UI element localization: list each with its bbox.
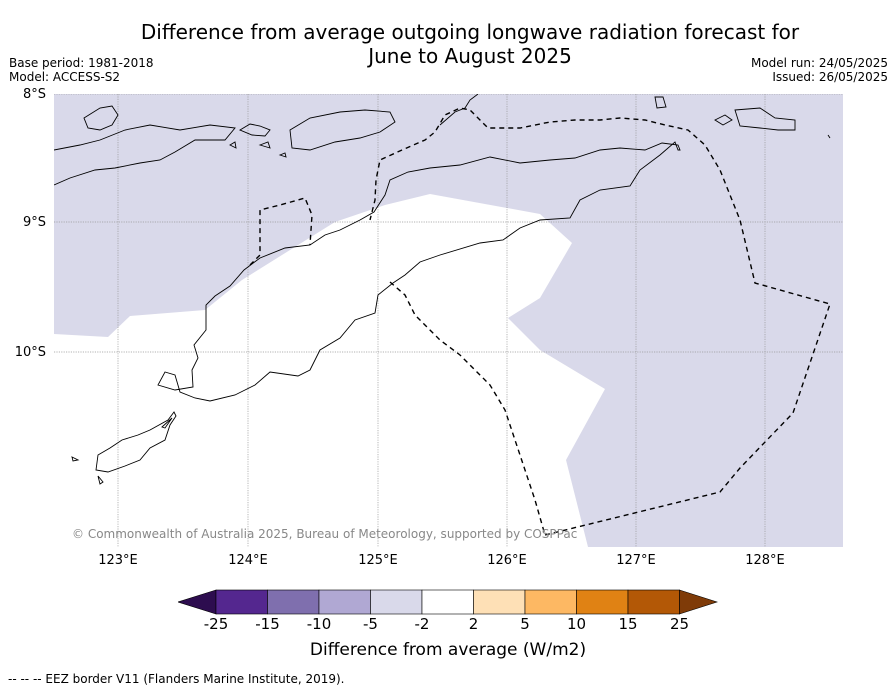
lat-label-8s: 8°S [22, 87, 46, 102]
lon-label-124e: 124°E [228, 553, 268, 568]
page-title: Difference from average outgoing longwav… [0, 20, 896, 68]
colorbar-segment-7 [524, 589, 577, 615]
colorbar-tick: -10 [306, 615, 332, 633]
colorbar-tick: 10 [566, 615, 587, 633]
colorbar-tick: 5 [520, 615, 530, 633]
colorbar-tick: -25 [203, 615, 229, 633]
coastlines [54, 94, 831, 485]
colorbar-tick: 2 [468, 615, 479, 633]
lon-label-123e: 123°E [98, 553, 138, 568]
lat-label-9s: 9°S [22, 215, 46, 230]
coast-timor [157, 141, 681, 402]
colorbar-segment-8 [576, 589, 629, 615]
map-svg [54, 94, 843, 547]
colorbar-tick: 25 [669, 615, 690, 633]
eez-main [369, 107, 831, 536]
lon-label-127e: 127°E [616, 553, 656, 568]
coast-rote [95, 411, 177, 473]
colorbar-segment-5 [421, 589, 474, 615]
colorbar [178, 589, 718, 615]
graticule [54, 94, 843, 547]
lon-label-126e: 126°E [487, 553, 527, 568]
colorbar-segment-1 [215, 589, 268, 615]
colorbar-tick: 15 [618, 615, 638, 633]
colorbar-tick: -2 [414, 615, 430, 633]
colorbar-extend-min [178, 589, 217, 615]
title-line-2: June to August 2025 [368, 44, 572, 68]
coast-flores [54, 124, 236, 186]
colorbar-label: Difference from average (W/m2) [309, 640, 587, 660]
colorbar-segment-4 [370, 589, 423, 615]
colorbar-segment-2 [267, 589, 320, 615]
lon-label-125e: 125°E [358, 553, 398, 568]
colorbar-segment-6 [473, 589, 526, 615]
model-run: Model run: 24/05/2025 [750, 56, 888, 70]
model-name: Model: ACCESS-S2 [9, 70, 121, 84]
issued-date: Issued: 26/05/2025 [772, 70, 888, 84]
colorbar-tick: -15 [255, 615, 280, 633]
lat-label-10s: 10°S [14, 345, 46, 360]
eez-east-timor [389, 281, 546, 536]
colorbar-extend-max [679, 589, 718, 615]
meta-left: Base period: 1981-2018 Model: ACCESS-S2 [9, 56, 154, 84]
lon-label-128e: 128°E [745, 553, 785, 568]
eez-footnote: -- -- -- EEZ border V11 (Flanders Marine… [8, 672, 345, 686]
title-line-1: Difference from average outgoing longwav… [140, 20, 800, 44]
map-panel [54, 94, 843, 547]
copyright-notice: © Commonwealth of Australia 2025, Bureau… [72, 527, 578, 541]
eez-border [249, 107, 831, 536]
meta-right: Model run: 24/05/2025 Issued: 26/05/2025 [751, 56, 888, 84]
neutral-anomaly-region [54, 194, 605, 547]
colorbar-segment-3 [318, 589, 371, 615]
colorbar-segment-9 [627, 589, 680, 615]
colorbar-tick: -5 [363, 615, 378, 633]
base-period: Base period: 1981-2018 [9, 56, 154, 70]
